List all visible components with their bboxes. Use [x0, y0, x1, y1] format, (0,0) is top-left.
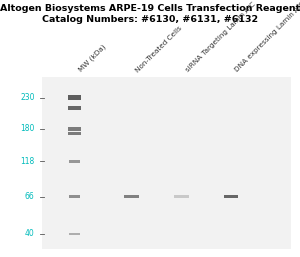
Text: 230: 230 — [20, 93, 34, 102]
Text: Altogen Biosystems ARPE-19 Cells Transfection Reagent: Altogen Biosystems ARPE-19 Cells Transfe… — [0, 4, 300, 13]
Text: Non-Treated Cells: Non-Treated Cells — [135, 24, 183, 73]
Text: 40: 40 — [25, 229, 34, 238]
Text: DNA expressing Lamin A/C: DNA expressing Lamin A/C — [234, 1, 300, 73]
Text: 180: 180 — [20, 124, 34, 133]
Bar — [69, 195, 80, 198]
Bar — [124, 195, 139, 198]
Text: MW (kDa): MW (kDa) — [77, 43, 107, 73]
Bar — [174, 196, 189, 198]
Bar — [69, 233, 80, 235]
Text: 118: 118 — [20, 157, 34, 166]
Bar — [224, 195, 238, 198]
Bar — [68, 132, 81, 135]
Bar — [68, 127, 81, 131]
Text: 66: 66 — [25, 192, 34, 201]
Bar — [42, 77, 291, 249]
Bar — [68, 95, 81, 100]
Text: Catalog Numbers: #6130, #6131, #6132: Catalog Numbers: #6130, #6131, #6132 — [42, 15, 258, 24]
Text: siRNA Targeting Lamin A/C: siRNA Targeting Lamin A/C — [184, 1, 256, 73]
Bar — [68, 106, 81, 110]
Bar — [69, 160, 80, 163]
